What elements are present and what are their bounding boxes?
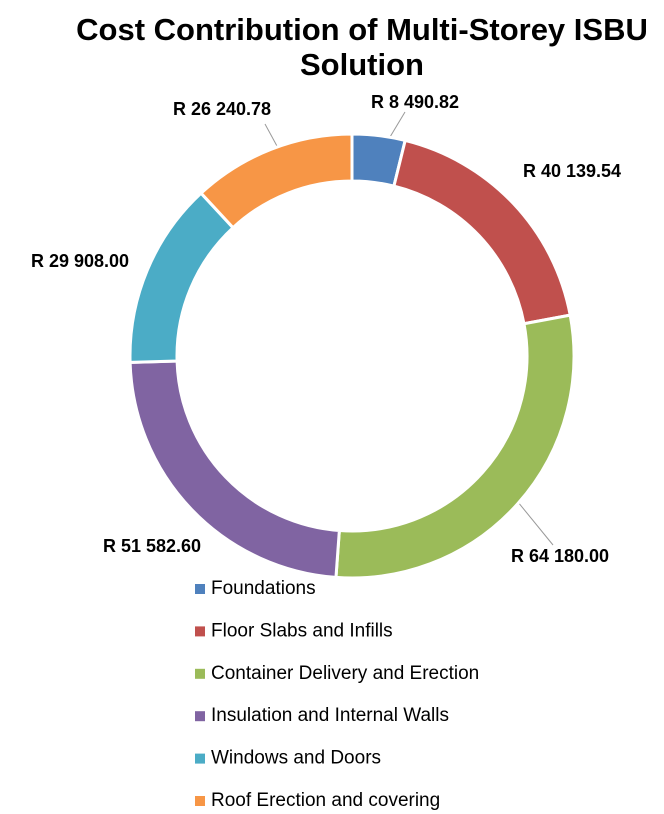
data-label: R 40 139.54 bbox=[523, 161, 621, 181]
legend-swatch bbox=[195, 626, 205, 637]
legend-label: Container Delivery and Erection bbox=[211, 663, 479, 684]
donut-segment bbox=[198, 132, 354, 230]
legend-swatch bbox=[195, 584, 205, 594]
donut-segment bbox=[128, 191, 236, 364]
legend-swatch bbox=[195, 711, 205, 722]
data-label: R 26 240.78 bbox=[173, 99, 271, 119]
legend-label: Floor Slabs and Infills bbox=[211, 620, 393, 641]
data-label: R 8 490.82 bbox=[371, 92, 459, 112]
donut-segment bbox=[334, 313, 576, 580]
legend-label: Windows and Doors bbox=[211, 748, 381, 769]
legend-label: Insulation and Internal Walls bbox=[211, 705, 449, 726]
legend-swatch bbox=[195, 753, 205, 764]
legend-swatch bbox=[195, 668, 205, 679]
data-label: R 51 582.60 bbox=[103, 536, 201, 556]
legend-label: Foundations bbox=[211, 578, 316, 599]
legend-label: Roof Erection and covering bbox=[211, 790, 440, 811]
legend-swatch bbox=[195, 796, 205, 806]
data-label: R 29 908.00 bbox=[31, 251, 129, 271]
data-label: R 64 180.00 bbox=[511, 546, 609, 566]
chart-title: Cost Contribution of Multi-Storey ISBU S… bbox=[76, 12, 648, 82]
